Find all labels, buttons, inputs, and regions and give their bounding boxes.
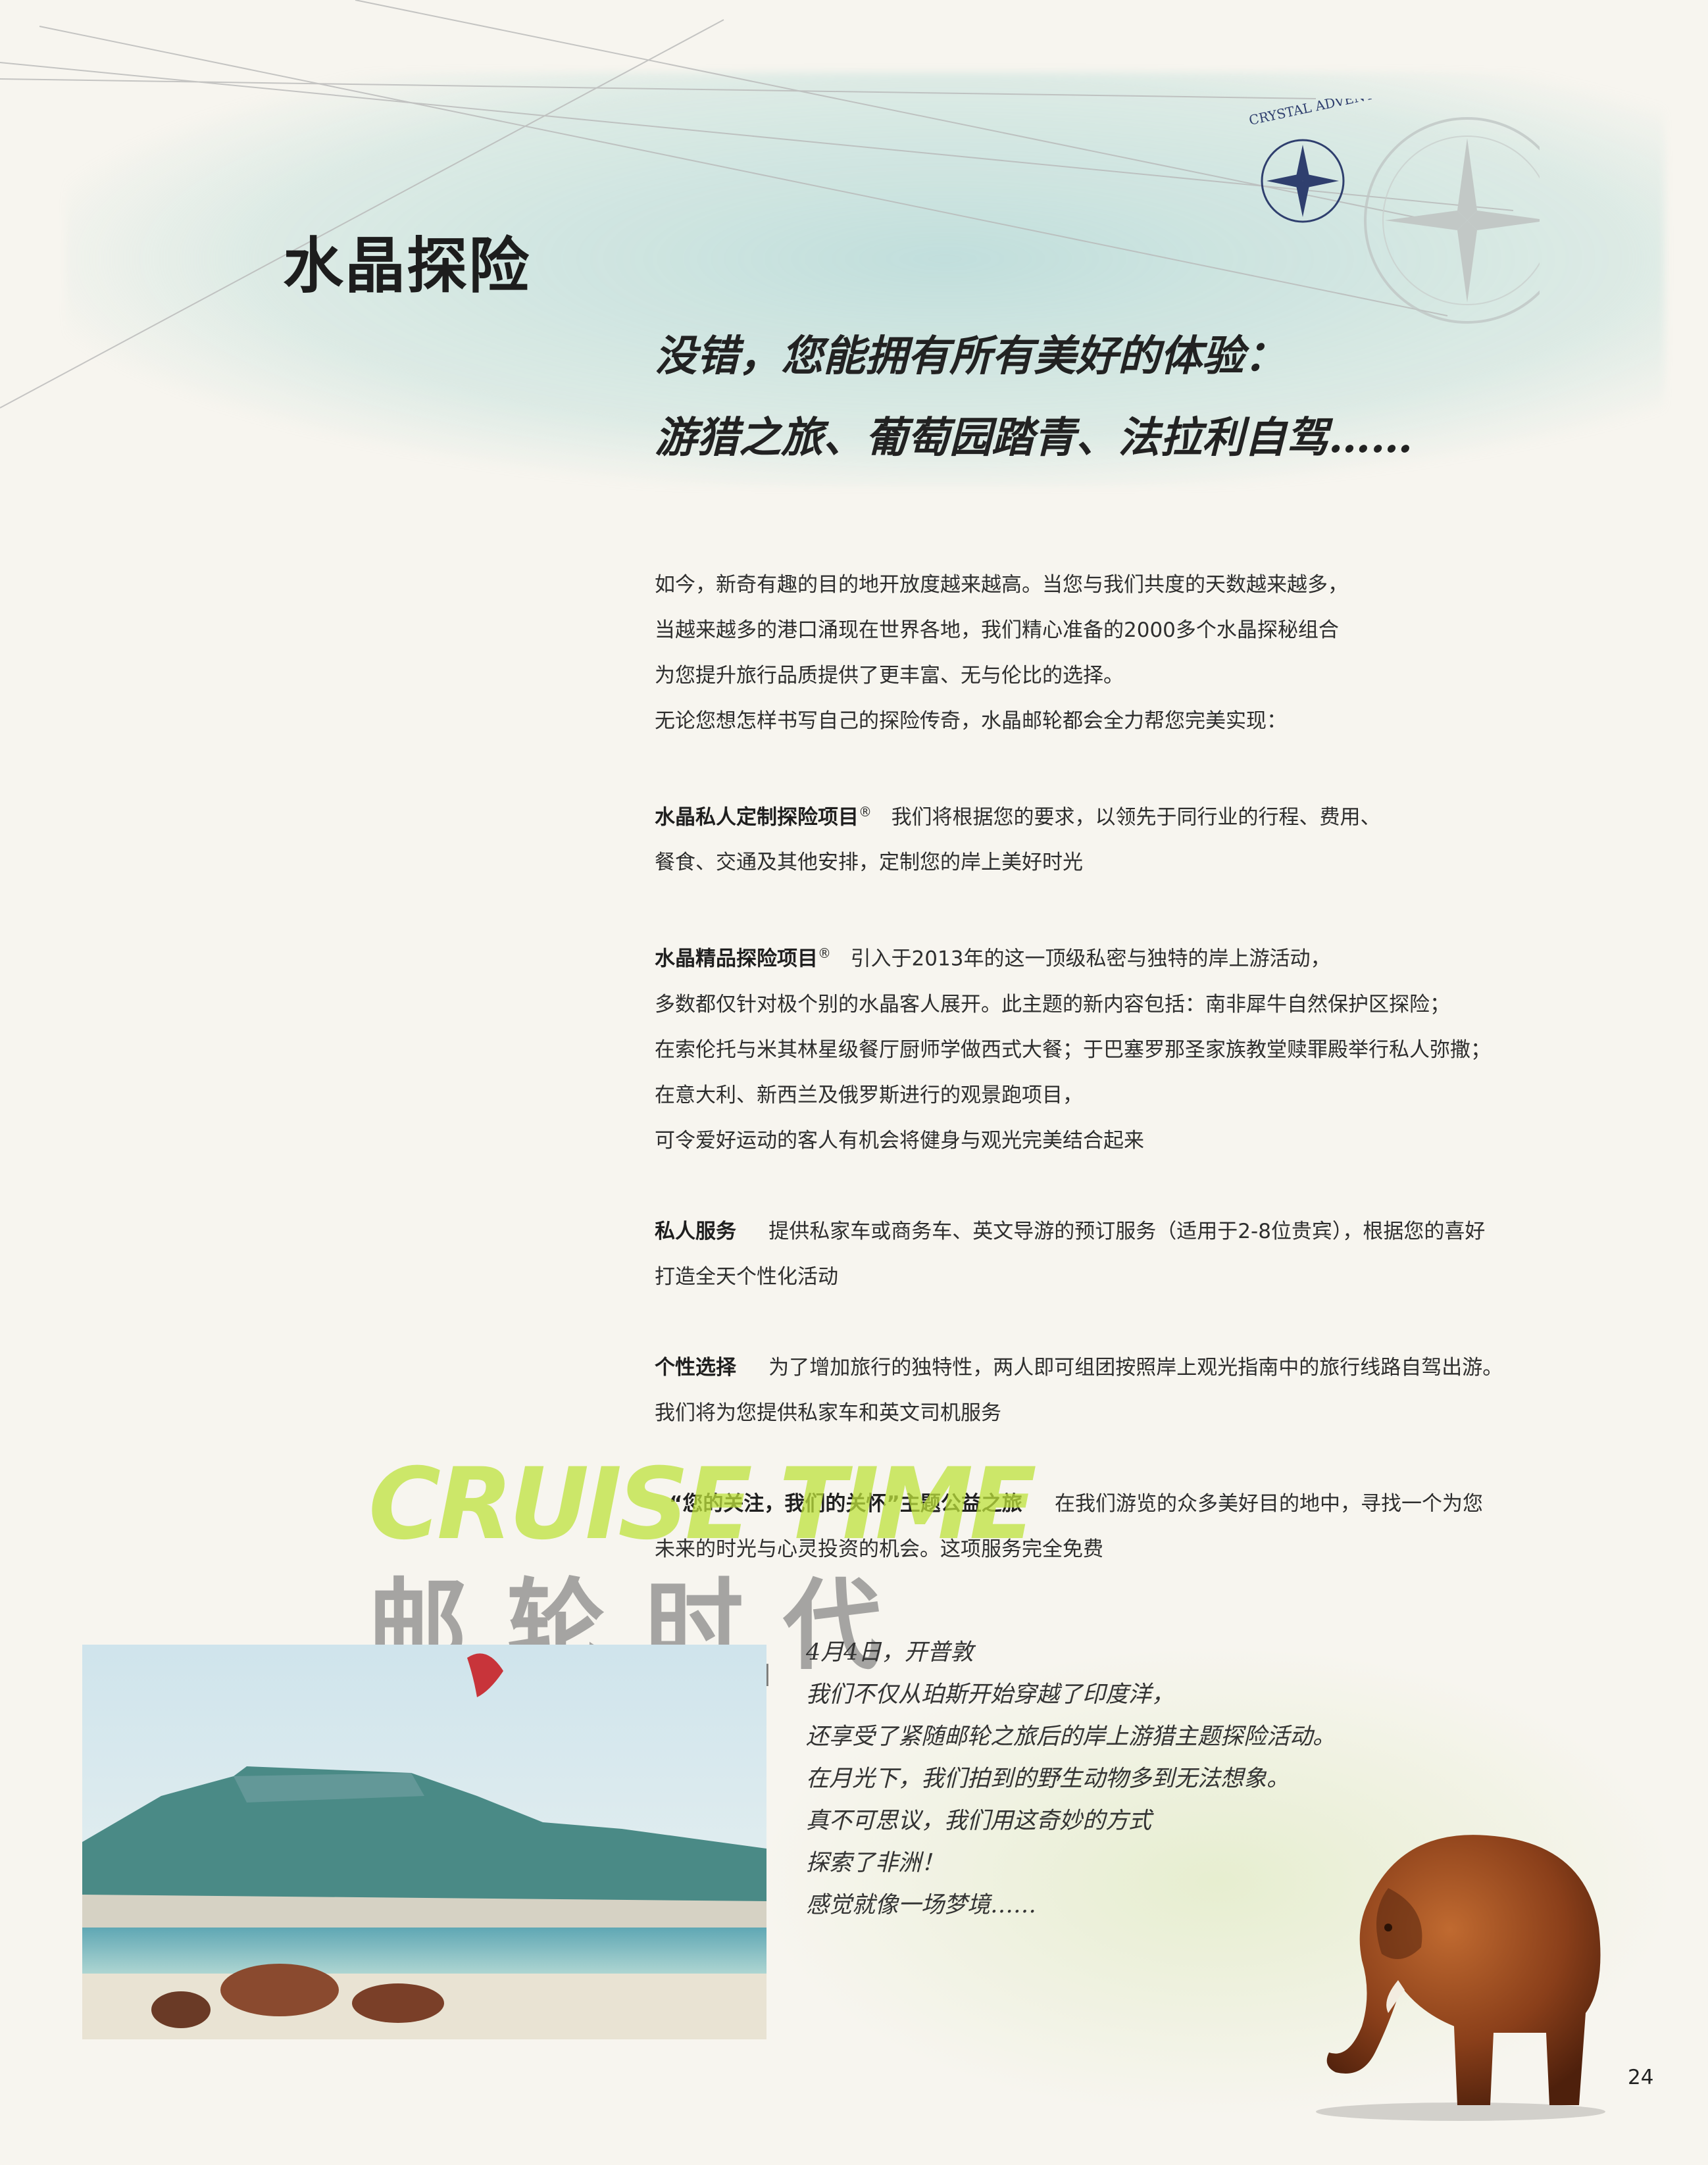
intro-line: 当越来越多的港口涌现在世界各地，我们精心准备的2000多个水晶探秘组合 [655,618,1339,642]
section-line: 我们将为您提供私家车和英文司机服务 [655,1401,1001,1425]
section-line: 在索伦托与米其林星级餐厅厨师学做西式大餐；于巴塞罗那圣家族教堂赎罪殿举行私人弥撒… [655,1037,1491,1062]
section-heading: 水晶精品探险项目 [655,947,818,971]
section-line: 未来的时光与心灵投资的机会。这项服务完全免费 [655,1537,1103,1561]
section-line: 餐食、交通及其他安排，定制您的岸上美好时光 [655,851,1083,875]
section-private-custom: 水晶私人定制探险项目® 我们将根据您的要求，以领先于同行业的行程、费用、 [655,804,1381,830]
section-line: 多数都仅针对极个别的水晶客人展开。此主题的新内容包括：南非犀牛自然保护区探险； [655,992,1450,1016]
section-line: 打造全天个性化活动 [655,1264,838,1289]
map-lines-decoration [0,0,1514,409]
section-heading: 水晶私人定制探险项目 [655,805,859,830]
watermark-logo: CRUISE TIME [368,1447,1037,1562]
diary-line: 感觉就像一场梦境…… [806,1892,1037,1918]
page-number: 24 [1628,2066,1654,2089]
intro-line: 无论您想怎样书写自己的探险传奇，水晶邮轮都会全力帮您完美实现： [655,709,1287,733]
section-line: 可令爱好运动的客人有机会将健身与观光完美结合起来 [655,1128,1144,1153]
section-line: 在意大利、新西兰及俄罗斯进行的观景跑项目， [655,1083,1083,1107]
intro-line: 为您提升旅行品质提供了更丰富、无与伦比的选择。 [655,664,1124,687]
diary-line: 真不可思议，我们用这奇妙的方式 [806,1808,1152,1834]
section-boutique: 水晶精品探险项目® 引入于2013年的这一顶级私密与独特的岸上游活动， [655,945,1331,971]
diary-line: 我们不仅从珀斯开始穿越了印度洋， [806,1681,1175,1708]
section-personal-choice: 个性选择 为了增加旅行的独特性，两人即可组团按照岸上观光指南中的旅行线路自驾出游… [655,1355,1503,1380]
logo-text: CRYSTAL ADVENTURES [1247,99,1414,128]
crystal-adventures-logo: CRYSTAL ADVENTURES [1247,99,1540,324]
diary-line: 4月4日，开普敦 [806,1639,974,1666]
page-title: 水晶探险 [283,230,531,301]
diary-entry: 4月4日，开普敦 我们不仅从珀斯开始穿越了印度洋， 还享受了紧随邮轮之旅后的岸上… [806,1631,1336,1926]
section-heading: 个性选择 [655,1355,736,1380]
diary-line: 还享受了紧随邮轮之旅后的岸上游猎主题探险活动。 [806,1724,1336,1750]
wooden-elephant-image [1316,1835,1605,2121]
tagline-line-1: 没错，您能拥有所有美好的体验： [655,332,1286,381]
section-charity: “您的关注，我们的关怀”主题公益之旅 在我们游览的众多美好目的地中，寻找一个为您 [669,1491,1484,1516]
tagline-line-2: 游猎之旅、葡萄园踏青、法拉利自驾…… [655,413,1413,462]
section-private-service: 私人服务 提供私家车或商务车、英文导游的预订服务（适用于2-8位贵宾），根据您的… [655,1219,1486,1243]
diary-line: 探索了非洲！ [806,1850,945,1876]
body-text: 如今，新奇有趣的目的地开放度越来越高。当您与我们共度的天数越来越多， 当越来越多… [655,562,1595,1572]
cape-town-watercolor-painting [82,1645,766,2039]
watercolor-wash-top [66,72,1665,487]
section-heading: 私人服务 [655,1219,736,1243]
diary-line: 在月光下，我们拍到的野生动物多到无法想象。 [806,1766,1290,1792]
intro-line: 如今，新奇有趣的目的地开放度越来越高。当您与我们共度的天数越来越多， [655,573,1348,597]
section-heading: “您的关注，我们的关怀”主题公益之旅 [669,1491,1022,1516]
